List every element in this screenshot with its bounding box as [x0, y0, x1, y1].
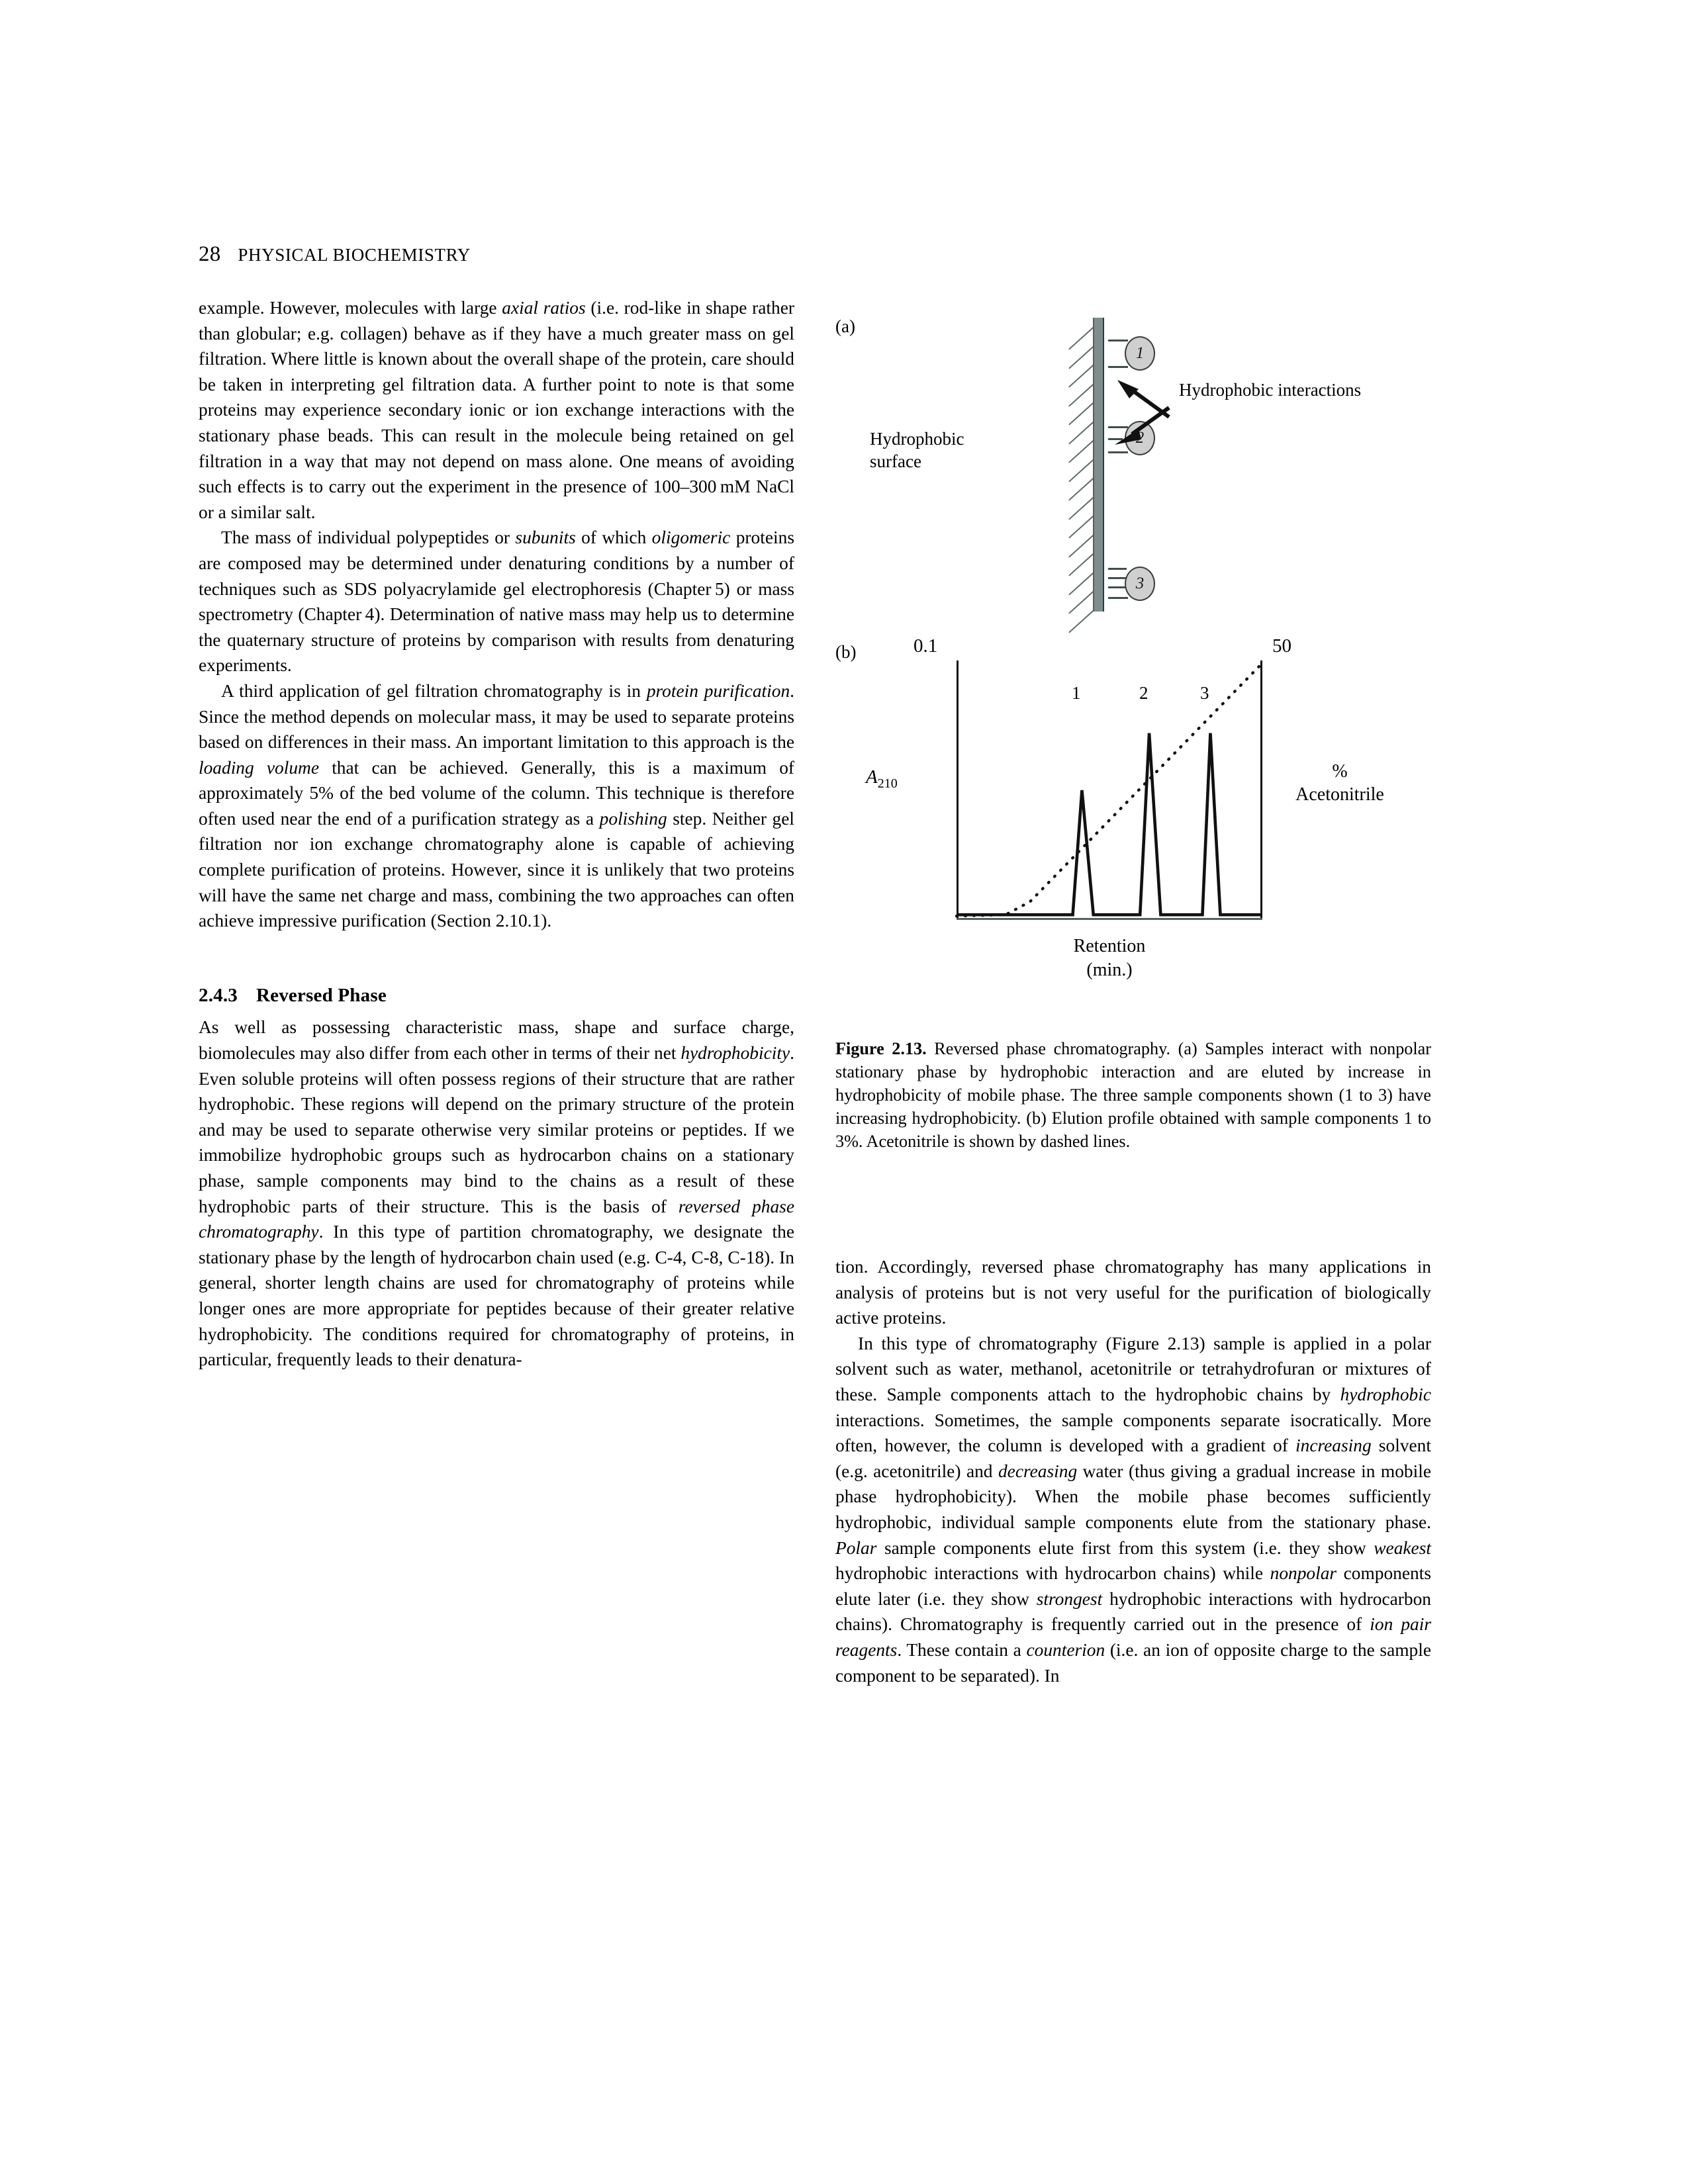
chain-tick	[1108, 438, 1123, 440]
section-number: 2.4.3	[199, 984, 238, 1006]
y2-axis-label: % Acetonitrile	[1295, 761, 1384, 805]
chain-tick	[1108, 568, 1127, 570]
figure-panel-b: (b) 0.1 50 A210 % Acetonitrile 1 2 3 Ret	[835, 635, 1431, 1006]
x-axis-line	[957, 917, 1262, 920]
paragraph-6: In this type of chromatography (Figure 2…	[835, 1333, 1431, 1686]
paragraph-1: example. However, molecules with large a…	[199, 298, 795, 522]
peak-label-3: 3	[1200, 683, 1209, 703]
chain-tick	[1108, 577, 1129, 579]
peak-label-1: 1	[1072, 683, 1081, 703]
figure-caption-label: Figure 2.13.	[835, 1039, 927, 1058]
paragraph-5: tion. Accordingly, reversed phase chroma…	[835, 1257, 1431, 1328]
section-title: Reversed Phase	[256, 984, 387, 1006]
sample-component-1: 1	[1125, 336, 1155, 371]
book-title: PHYSICAL BIOCHEMISTRY	[238, 245, 471, 265]
hatching-marks	[1059, 318, 1098, 633]
paragraph-4: As well as possessing characteristic mas…	[199, 1017, 794, 1370]
peak-label-2: 2	[1139, 683, 1149, 703]
section-gap	[199, 934, 794, 983]
figure-2-13: (a) 1 2 3	[835, 304, 1431, 1165]
paragraph-3: A third application of gel filtration ch…	[199, 680, 795, 931]
left-text-column: example. However, molecules with large a…	[199, 295, 794, 1373]
y-axis-line	[957, 660, 959, 920]
acetonitrile-gradient-trace	[955, 661, 1264, 918]
figure-panel-a: (a) 1 2 3	[835, 304, 1431, 633]
heading-gap	[199, 1008, 794, 1015]
right-text-column: tion. Accordingly, reversed phase chroma…	[835, 1254, 1431, 1688]
paragraph-2: The mass of individual polypeptides or s…	[199, 527, 794, 676]
chromatogram-plot: 1 2 3	[955, 660, 1264, 920]
y-axis-top-tick: 0.1	[914, 635, 938, 657]
page-number: 28	[199, 242, 221, 266]
figure-caption: Figure 2.13. Reversed phase chromatograp…	[835, 1037, 1431, 1153]
chain-tick	[1108, 597, 1128, 599]
panel-a-tag: (a)	[835, 316, 855, 336]
absorbance-trace	[957, 733, 1262, 917]
sample-component-3: 3	[1125, 567, 1155, 601]
y2-axis-top-tick: 50	[1272, 635, 1291, 657]
chain-tick	[1108, 586, 1129, 588]
x-axis-label: Retention (min.)	[1073, 936, 1146, 980]
section-heading: 2.4.3 Reversed Phase	[199, 983, 794, 1009]
chain-tick	[1108, 366, 1128, 368]
y2-axis-line	[1260, 660, 1262, 920]
hydrophobic-interactions-label: Hydrophobic interactions	[1179, 380, 1362, 400]
figure-caption-text: Reversed phase chromatography. (a) Sampl…	[835, 1039, 1431, 1151]
chain-tick	[1108, 340, 1128, 341]
chromatogram-traces	[955, 661, 1264, 918]
y-axis-label: A210	[866, 766, 898, 791]
chain-tick	[1108, 426, 1128, 428]
panel-b-tag: (b)	[835, 642, 857, 662]
hydrophobic-surface-label: Hydrophobic surface	[870, 429, 964, 471]
chain-tick	[1108, 451, 1128, 453]
hydrophobic-surface-bar	[1093, 318, 1104, 612]
running-head: 28 PHYSICAL BIOCHEMISTRY	[199, 242, 471, 267]
